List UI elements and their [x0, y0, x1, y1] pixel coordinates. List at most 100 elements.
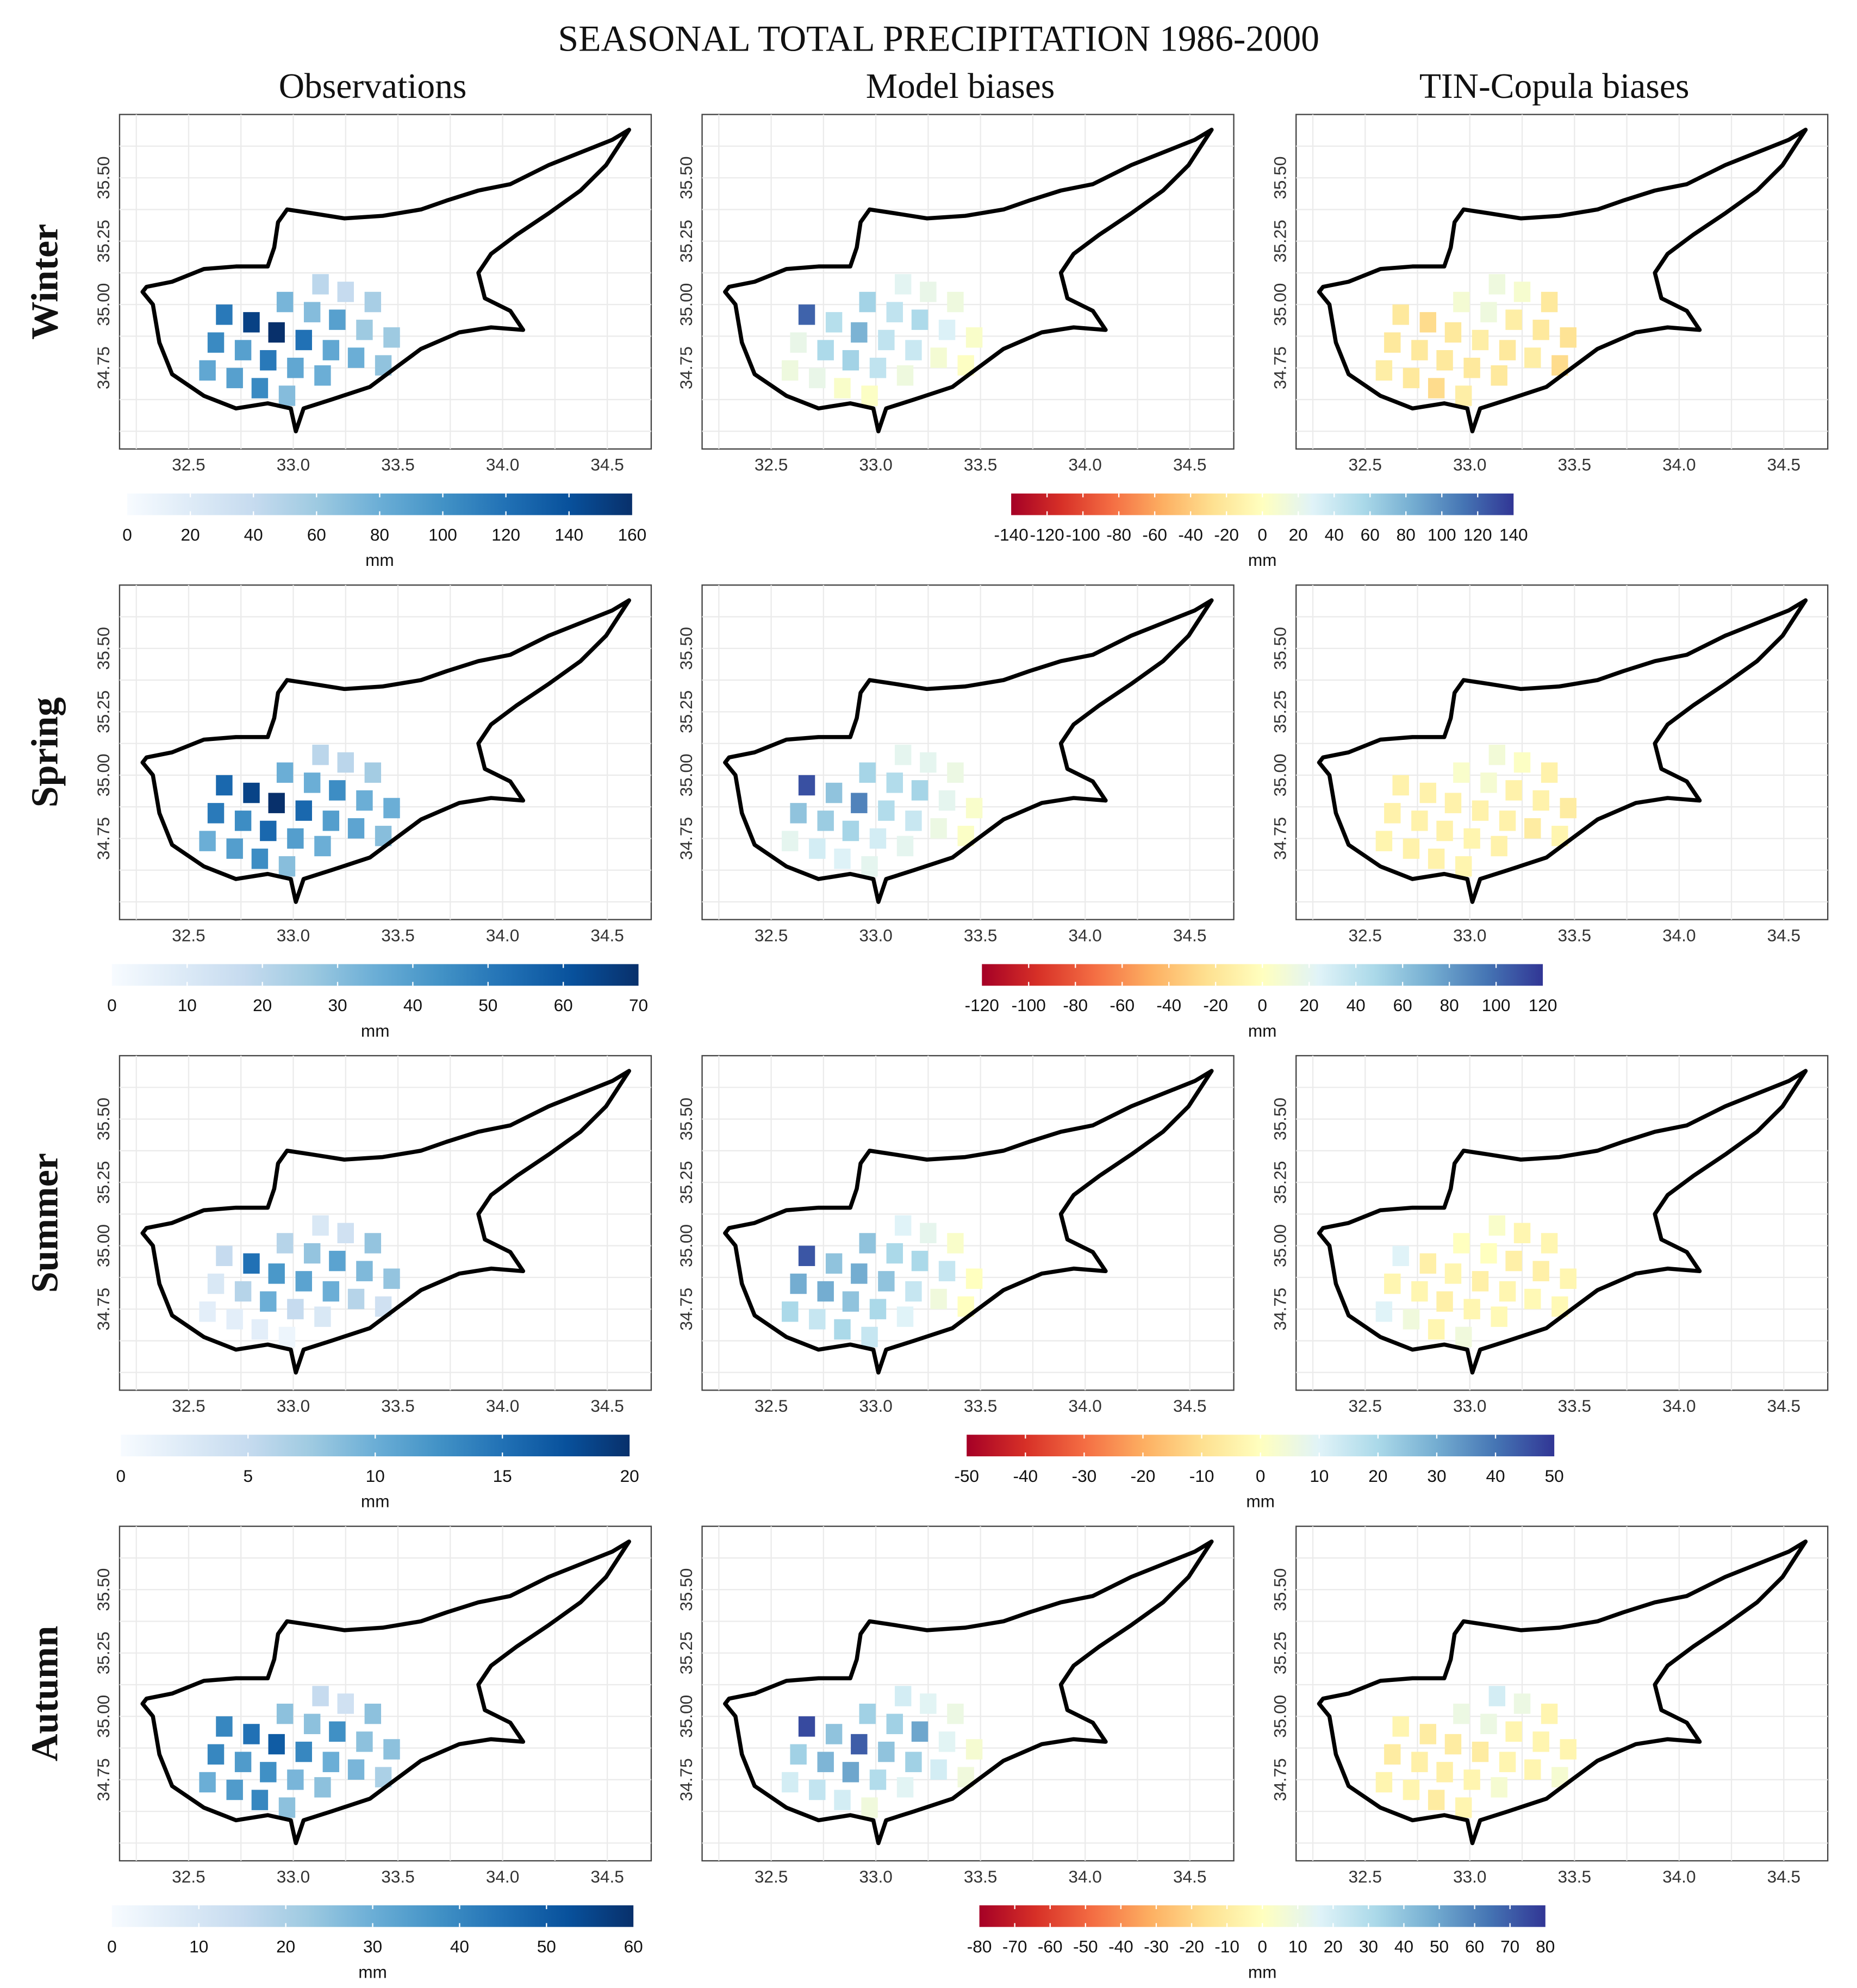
y-tick-label: 34.75: [94, 346, 113, 389]
grid-cell: [1436, 1291, 1453, 1312]
x-tick-label: 34.0: [486, 925, 519, 945]
grid-cell: [825, 782, 843, 803]
x-tick-label: 33.5: [964, 925, 997, 945]
column-title-observations: Observations: [279, 67, 467, 106]
grid-cell: [260, 820, 277, 842]
grid-cell: [207, 1744, 225, 1765]
grid-cell: [383, 1739, 400, 1760]
x-tick-label: 34.0: [486, 1396, 519, 1416]
y-tick-label: 34.75: [94, 817, 113, 860]
colorbar-tick-label: 60: [1361, 525, 1380, 544]
y-tick-label: 34.75: [676, 1758, 696, 1801]
grid-cell: [234, 340, 252, 360]
grid-cell: [861, 856, 878, 877]
grid-cell: [216, 1245, 233, 1266]
y-tick-label: 34.75: [1270, 1288, 1289, 1331]
grid-cell: [251, 1319, 269, 1340]
grid-cell: [1513, 1693, 1531, 1714]
grid-cell: [1384, 1273, 1401, 1294]
grid-cell: [276, 1233, 294, 1254]
colorbar-unit-label: mm: [1248, 1021, 1277, 1040]
grid-cell: [817, 811, 834, 831]
grid-cell: [1428, 849, 1445, 869]
grid-cell: [312, 274, 329, 295]
grid-cell: [1505, 1250, 1522, 1272]
grid-cell: [878, 800, 895, 821]
grid-cell: [1392, 304, 1409, 325]
grid-cell: [1419, 782, 1436, 803]
grid-cell: [1384, 1744, 1401, 1765]
grid-cell: [1505, 1721, 1522, 1742]
colorbar-tick-label: -40: [1156, 995, 1181, 1015]
panel-frame: [701, 584, 1235, 920]
grid-cell: [251, 849, 269, 869]
grid-cell: [896, 836, 914, 857]
grid-cell: [1436, 1762, 1453, 1783]
grid-cell: [1411, 1281, 1428, 1302]
grid-cell: [1392, 1245, 1409, 1266]
colorbar-tick-label: 120: [1529, 995, 1557, 1015]
grid-cell: [905, 811, 922, 831]
y-tick-label: 35.00: [94, 1695, 113, 1738]
grid-cell: [878, 1271, 895, 1292]
grid-cell: [1392, 1716, 1409, 1737]
grid-cell: [905, 1752, 922, 1772]
y-tick-label: 35.50: [676, 627, 696, 670]
colorbar-tick-label: 20: [1300, 995, 1319, 1015]
grid-cell: [295, 1271, 312, 1292]
grid-cell: [1491, 836, 1507, 857]
x-tick-label: 32.5: [1349, 925, 1382, 945]
grid-cell: [809, 367, 826, 389]
y-tick-label: 35.00: [1270, 753, 1289, 796]
grid-cell: [930, 1759, 947, 1780]
grid-cell: [930, 1288, 947, 1310]
colorbar-tick-label: 80: [1440, 995, 1459, 1015]
grid-cell: [947, 1703, 964, 1724]
grid-cell: [303, 1243, 321, 1264]
x-tick-label: 33.5: [964, 455, 997, 475]
grid-cell: [383, 797, 400, 819]
grid-cell: [782, 1772, 799, 1793]
colorbar-tick-label: -50: [954, 1466, 979, 1486]
colorbar-unit-label: mm: [365, 550, 394, 570]
grid-cell: [911, 1250, 928, 1272]
colorbar-tick-label: -60: [1038, 1936, 1063, 1956]
y-tick-label: 35.00: [676, 283, 696, 326]
panel-frame: [119, 114, 652, 450]
x-tick-label: 33.0: [1453, 1396, 1486, 1416]
grid-cell: [947, 1233, 964, 1254]
grid-cell: [817, 1281, 834, 1302]
colorbar-tick-label: 10: [178, 995, 197, 1015]
grid-cell: [1560, 1739, 1576, 1760]
grid-cell: [1392, 775, 1409, 796]
grid-cell: [1505, 309, 1522, 330]
x-tick-label: 33.0: [859, 925, 892, 945]
cyprus-coastline: [1317, 1069, 1808, 1375]
cyprus-coastline: [723, 598, 1214, 904]
grid-cell: [790, 1273, 807, 1294]
grid-cell: [809, 1779, 826, 1800]
grid-cell: [276, 762, 294, 783]
x-tick-label: 34.0: [1662, 1396, 1696, 1416]
colorbar-tick-label: -40: [1013, 1466, 1038, 1486]
grid-cell: [896, 1777, 914, 1798]
colorbar-tick-label: -30: [1144, 1936, 1169, 1956]
grid-cell: [1384, 332, 1401, 353]
grid-cell: [1463, 1769, 1480, 1790]
grid-cell: [347, 1759, 365, 1780]
grid-cell: [322, 1281, 340, 1302]
column-title-model-biases: Model biases: [866, 67, 1055, 106]
grid-cell: [930, 347, 947, 368]
panel-frame: [1295, 1525, 1829, 1862]
grid-cell: [1375, 831, 1393, 851]
x-tick-label: 34.0: [486, 1867, 519, 1886]
grid-cell: [896, 365, 914, 386]
grid-cell: [216, 1716, 233, 1737]
grid-cell: [216, 775, 233, 796]
grid-cell: [1403, 1779, 1420, 1800]
colorbar-tick-label: 40: [1325, 525, 1344, 544]
grid-cell: [243, 782, 260, 803]
grid-cell: [965, 327, 983, 348]
x-tick-label: 34.0: [1068, 925, 1101, 945]
y-tick-label: 34.75: [1270, 1758, 1289, 1801]
